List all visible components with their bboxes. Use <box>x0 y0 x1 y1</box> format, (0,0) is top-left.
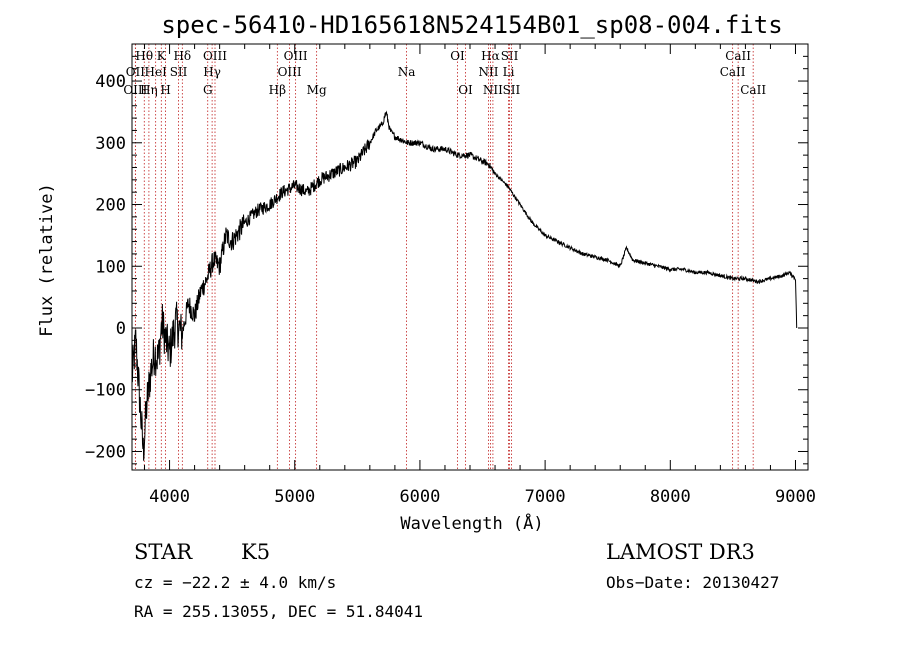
x-tick-label: 8000 <box>650 487 691 507</box>
x-tick-label: 7000 <box>525 487 566 507</box>
x-axis-label: Wavelength (Å) <box>400 512 543 534</box>
survey-label: LAMOST DR3 <box>606 540 755 564</box>
emission-line-label: OIII <box>284 49 308 63</box>
emission-line-label: OI <box>450 49 465 63</box>
emission-line-label: NII <box>483 83 503 97</box>
emission-line-label: OIII <box>123 83 147 97</box>
subclass-label: K5 <box>241 540 270 564</box>
y-tick-label: 300 <box>95 134 126 154</box>
emission-line-label: OIII <box>203 49 227 63</box>
chart-title: spec-56410-HD165618N524154B01_sp08-004.f… <box>161 11 782 39</box>
emission-line-label: OIII <box>278 65 302 79</box>
y-tick-label: −100 <box>85 381 126 401</box>
emission-line-label: SII <box>170 65 188 79</box>
emission-line-label: SII <box>501 49 519 63</box>
emission-line-label: H <box>160 83 170 97</box>
emission-line-label: NII <box>479 65 499 79</box>
axis-ticks: 4000 5000 6000 7000 8000 9000 −200 −100 0 100 200 3… <box>85 43 816 507</box>
emission-line-label: Hθ <box>135 49 153 63</box>
y-axis-label: Flux (relative) <box>37 183 57 337</box>
emission-line-label: CaII <box>725 49 751 63</box>
class-label: STAR <box>134 540 193 564</box>
y-tick-label: 100 <box>95 257 126 277</box>
emission-line-label: K <box>157 49 167 63</box>
emission-line-label: Hη <box>140 83 158 97</box>
cz-value: cz = −22.2 ± 4.0 km/s <box>134 573 336 592</box>
x-tick-label: 4000 <box>149 487 190 507</box>
emission-line-label: Hα <box>481 49 500 63</box>
emission-line-label: CaII <box>740 83 766 97</box>
emission-line-label: OI <box>458 83 473 97</box>
emission-line-label: Hγ <box>203 65 221 79</box>
x-tick-label: 5000 <box>274 487 315 507</box>
emission-line-label: HeI <box>145 65 168 79</box>
emission-line-label: SII <box>503 83 521 97</box>
x-tick-label: 6000 <box>399 487 440 507</box>
y-tick-label: 0 <box>116 319 126 339</box>
spectrum-line <box>131 110 798 461</box>
plot-frame <box>131 43 809 471</box>
y-tick-label: 400 <box>95 72 126 92</box>
emission-line-label: Mg <box>307 83 327 97</box>
y-tick-label: −200 <box>85 442 126 462</box>
emission-line-label: Na <box>398 65 416 79</box>
emission-line-label: G <box>203 83 213 97</box>
y-tick-label: 200 <box>95 196 126 216</box>
emission-line-label: Hβ <box>269 83 286 97</box>
obs-date: Obs−Date: 20130427 <box>606 573 779 592</box>
coordinates: RA = 255.13055, DEC = 51.84041 <box>134 602 423 621</box>
x-tick-label: 9000 <box>775 487 816 507</box>
emission-line-label: Hδ <box>173 49 191 63</box>
emission-line-label: Li <box>503 65 515 79</box>
emission-line-label: CaII <box>720 65 746 79</box>
